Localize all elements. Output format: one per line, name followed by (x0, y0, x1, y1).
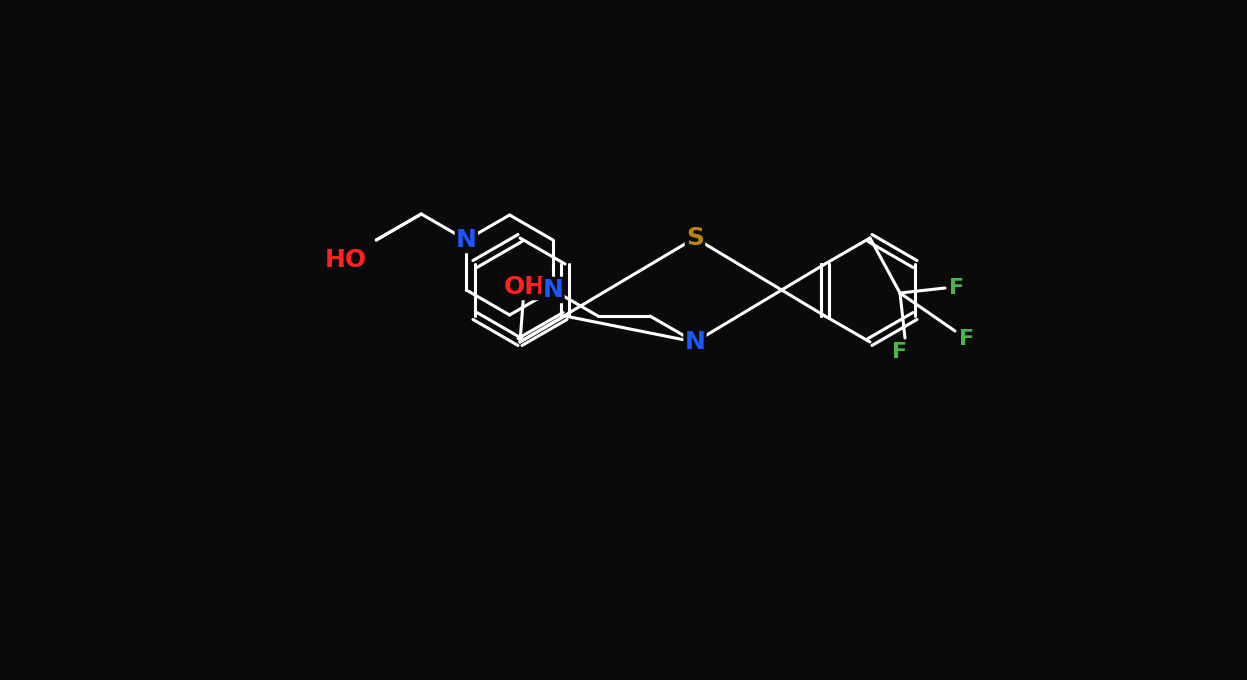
Text: F: F (949, 278, 965, 298)
Text: HO: HO (325, 248, 368, 272)
Text: N: N (542, 278, 564, 302)
Text: N: N (456, 228, 476, 252)
Text: F: F (893, 342, 908, 362)
Text: F: F (959, 329, 975, 349)
Text: N: N (685, 330, 706, 354)
Text: OH: OH (504, 275, 546, 299)
Text: S: S (686, 226, 705, 250)
